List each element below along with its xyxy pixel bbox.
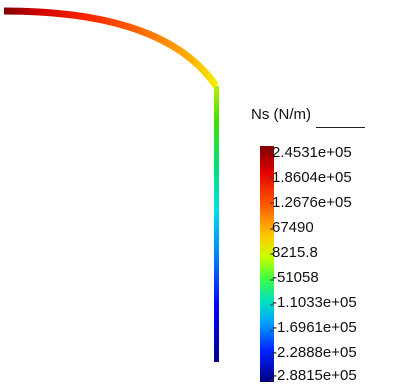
shell-cap-arc [3,7,219,88]
colorbar-label: -2.2888e+05 [272,344,357,361]
colorbar-label: -2.8815e+05 [272,367,357,384]
colorbar-label: 1.8604e+05 [272,169,352,186]
colorbar-label: 1.2676e+05 [272,194,352,211]
colorbar [260,146,274,382]
colorbar-label: 67490 [272,219,314,236]
colorbar-label: -51058 [272,269,319,286]
colorbar-ticks [270,151,274,381]
legend-title: Ns (N/m) [251,106,311,123]
legend-title-underline [316,127,365,128]
colorbar-label: 2.4531e+05 [272,144,352,161]
colorbar-label: 8215.8 [272,244,318,261]
colorbar-label: -1.6961e+05 [272,319,357,336]
colorbar-label: -1.1033e+05 [272,294,357,311]
colorbar-labels: 2.4531e+05 1.8604e+05 1.2676e+05 67490 8… [272,144,400,384]
shell-cylinder-wall [214,86,219,362]
